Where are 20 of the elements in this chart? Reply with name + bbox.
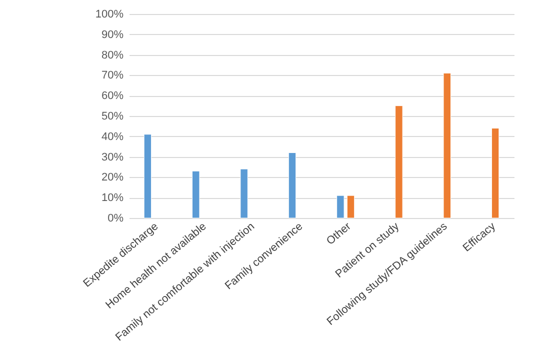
y-tick-label: 60% — [101, 90, 124, 102]
bar — [491, 128, 500, 218]
bar — [192, 170, 200, 218]
y-tick-label: 90% — [101, 28, 124, 41]
y-tick-label: 40% — [101, 130, 124, 143]
bar — [443, 72, 451, 218]
y-tick-label: 30% — [101, 151, 124, 164]
y-tick-label: 10% — [101, 192, 124, 204]
bar — [240, 168, 248, 218]
bar — [288, 152, 296, 218]
y-tick-label: 50% — [101, 110, 124, 122]
y-tick-label: 100% — [95, 8, 124, 20]
y-tick-label: 20% — [101, 172, 124, 184]
bar — [346, 195, 355, 218]
y-tick-label: 80% — [101, 49, 124, 62]
bar — [395, 106, 403, 218]
y-tick-label: 0% — [108, 212, 124, 224]
bar — [336, 195, 344, 218]
bar — [144, 134, 152, 218]
y-tick-label: 70% — [101, 70, 124, 82]
